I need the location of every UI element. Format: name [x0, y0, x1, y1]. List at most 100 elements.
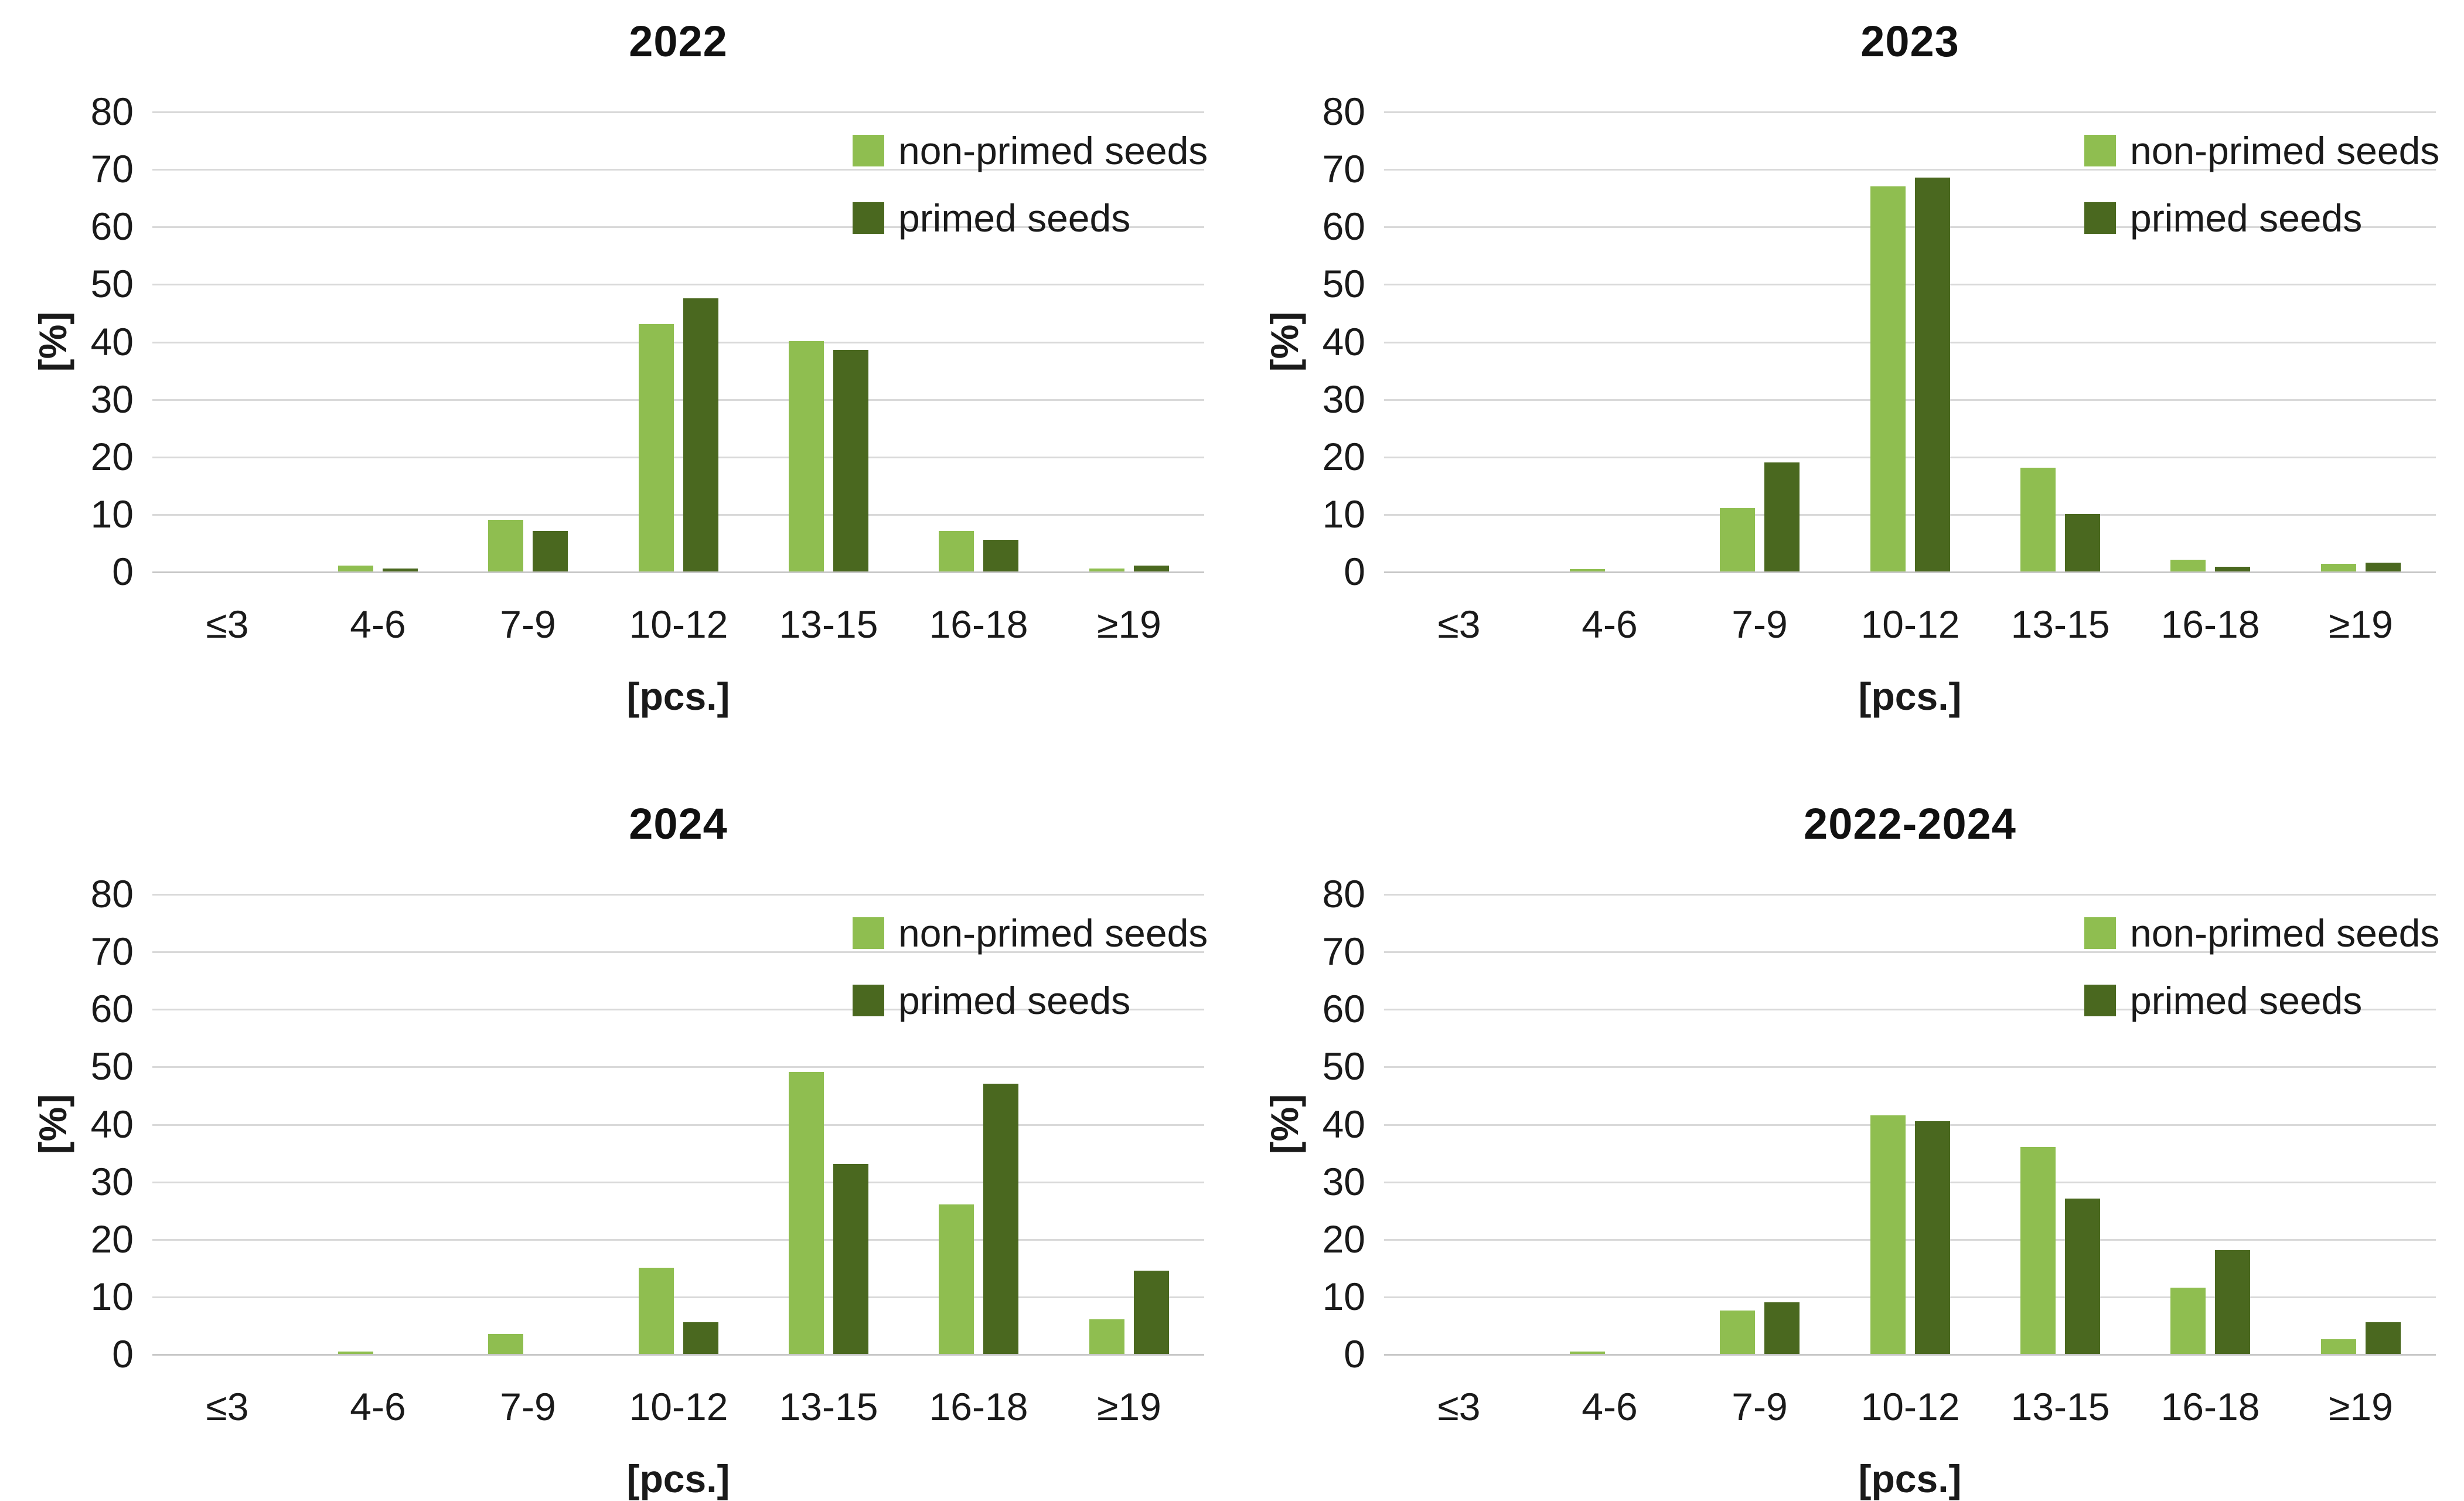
bar-non-primed-seeds — [939, 1204, 974, 1354]
bar-non-primed-seeds — [488, 520, 523, 571]
x-tick-label: 7-9 — [1732, 603, 1788, 646]
x-axis-line — [1384, 571, 2436, 573]
legend-swatch-primed — [853, 985, 884, 1016]
gridline — [152, 1124, 1204, 1126]
gridline — [1384, 514, 2436, 516]
x-axis-label: [pcs.] — [626, 675, 730, 718]
legend-swatch-non-primed — [853, 917, 884, 949]
y-tick-label: 20 — [1322, 1217, 1365, 1261]
chart-panel-2023: 2023 0 10 20 30 40 50 60 70 80 [%] ≤3 4-6 7-9 10-12 13-… — [1232, 0, 2464, 741]
y-tick-label: 30 — [90, 377, 134, 421]
y-tick-label: 20 — [90, 1217, 134, 1261]
chart-title: 2022 — [629, 17, 728, 66]
y-tick-label: 60 — [90, 987, 134, 1030]
bar-non-primed-seeds — [639, 324, 674, 571]
y-tick-label: 50 — [90, 262, 134, 305]
gridline — [1384, 1239, 2436, 1241]
y-tick-label: 70 — [1322, 147, 1365, 190]
x-tick-label: 10-12 — [1860, 603, 1960, 646]
y-tick-label: 20 — [90, 435, 134, 478]
gridline — [1384, 399, 2436, 401]
y-tick-label: 80 — [1322, 90, 1365, 133]
y-axis-label: [%] — [1263, 1094, 1306, 1155]
x-axis-label: [pcs.] — [1858, 1457, 1962, 1500]
gridline — [152, 399, 1204, 401]
y-tick-label: 60 — [90, 205, 134, 248]
y-tick-label: 0 — [112, 1332, 134, 1376]
gridline — [1384, 951, 2436, 953]
bar-non-primed-seeds — [338, 1352, 373, 1354]
legend-row: primed seeds — [2084, 974, 2362, 1027]
y-tick-label: 80 — [90, 90, 134, 133]
x-axis-line — [152, 1354, 1204, 1356]
gridline — [152, 284, 1204, 285]
y-tick-label: 60 — [1322, 987, 1365, 1030]
bar-non-primed-seeds — [639, 1268, 674, 1354]
legend-label: primed seeds — [898, 196, 1131, 240]
gridline — [152, 514, 1204, 516]
bar-primed-seeds — [2215, 567, 2250, 571]
legend-label: primed seeds — [2130, 196, 2363, 240]
bar-non-primed-seeds — [1870, 1115, 1906, 1354]
x-tick-label: ≤3 — [1437, 1385, 1481, 1428]
gridline — [1384, 226, 2436, 228]
x-tick-label: 16-18 — [2160, 1385, 2260, 1428]
x-tick-label: 16-18 — [2160, 603, 2260, 646]
x-tick-label: ≤3 — [206, 1385, 249, 1428]
legend-row: non-primed seeds — [2084, 124, 2439, 177]
x-tick-label: 7-9 — [1732, 1385, 1788, 1428]
y-tick-label: 40 — [90, 1102, 134, 1146]
bar-non-primed-seeds — [789, 341, 824, 571]
gridline — [152, 1066, 1204, 1068]
x-tick-label: 13-15 — [2010, 603, 2110, 646]
gridline — [152, 1239, 1204, 1241]
bar-non-primed-seeds — [2170, 1288, 2206, 1354]
gridline — [1384, 457, 2436, 458]
bar-non-primed-seeds — [338, 566, 373, 571]
bar-non-primed-seeds — [1870, 186, 1906, 571]
bar-non-primed-seeds — [2170, 560, 2206, 571]
x-axis-line — [1384, 1354, 2436, 1356]
y-tick-label: 70 — [1322, 930, 1365, 973]
legend-label: primed seeds — [898, 979, 1131, 1022]
chart-title: 2022-2024 — [1804, 799, 2016, 848]
legend-swatch-primed — [2084, 202, 2116, 234]
bar-primed-seeds — [1764, 462, 1800, 571]
legend-label: non-primed seeds — [898, 911, 1208, 955]
bar-primed-seeds — [2366, 1322, 2401, 1354]
bar-primed-seeds — [983, 540, 1018, 571]
y-tick-label: 10 — [1322, 1275, 1365, 1318]
y-tick-label: 40 — [1322, 320, 1365, 363]
gridline — [152, 457, 1204, 458]
bar-primed-seeds — [2366, 563, 2401, 571]
x-axis-label: [pcs.] — [626, 1457, 730, 1500]
bar-non-primed-seeds — [1570, 1352, 1605, 1354]
y-tick-label: 60 — [1322, 205, 1365, 248]
x-tick-label: 13-15 — [779, 603, 878, 646]
y-tick-label: 10 — [90, 1275, 134, 1318]
legend-row: non-primed seeds — [853, 124, 1208, 177]
y-axis-label: [%] — [31, 311, 74, 372]
y-tick-label: 40 — [1322, 1102, 1365, 1146]
y-tick-label: 70 — [90, 147, 134, 190]
chart-title: 2023 — [1860, 17, 1959, 66]
y-tick-label: 30 — [90, 1160, 134, 1203]
x-tick-label: ≤3 — [206, 603, 249, 646]
bar-non-primed-seeds — [1570, 569, 1605, 571]
bar-primed-seeds — [2065, 1199, 2100, 1354]
x-tick-label: 4-6 — [1582, 1385, 1638, 1428]
x-tick-label: 7-9 — [500, 1385, 556, 1428]
gridline — [152, 342, 1204, 343]
bar-primed-seeds — [2215, 1250, 2250, 1354]
legend-swatch-primed — [2084, 985, 2116, 1016]
y-tick-label: 30 — [1322, 1160, 1365, 1203]
x-tick-label: 10-12 — [629, 603, 728, 646]
y-tick-label: 70 — [90, 930, 134, 973]
bar-primed-seeds — [1915, 178, 1950, 571]
bar-non-primed-seeds — [789, 1072, 824, 1354]
bar-non-primed-seeds — [1720, 1311, 1755, 1354]
bar-non-primed-seeds — [2020, 1147, 2056, 1354]
gridline — [1384, 169, 2436, 171]
gridline — [152, 111, 1204, 113]
gridline — [152, 1009, 1204, 1010]
